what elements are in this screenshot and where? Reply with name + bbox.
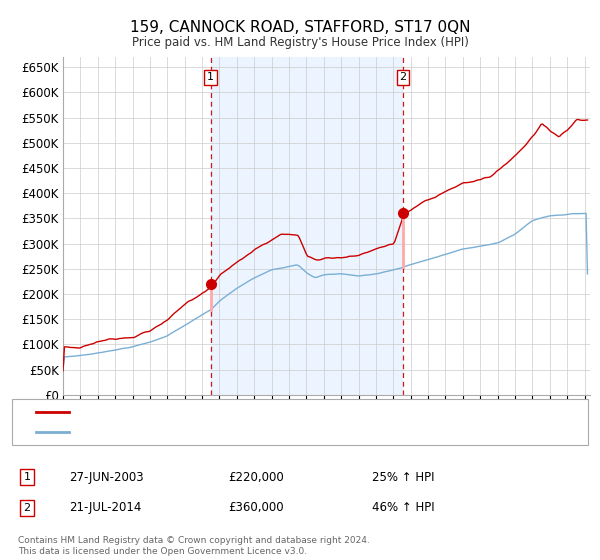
Text: 2: 2: [400, 72, 406, 82]
Text: £360,000: £360,000: [228, 501, 284, 515]
Text: 159, CANNOCK ROAD, STAFFORD, ST17 0QN: 159, CANNOCK ROAD, STAFFORD, ST17 0QN: [130, 20, 470, 35]
Text: Price paid vs. HM Land Registry's House Price Index (HPI): Price paid vs. HM Land Registry's House …: [131, 36, 469, 49]
Text: HPI: Average price, detached house, Stafford: HPI: Average price, detached house, Staf…: [75, 427, 326, 437]
Text: 2: 2: [23, 503, 31, 513]
Text: 25% ↑ HPI: 25% ↑ HPI: [372, 470, 434, 484]
Text: 27-JUN-2003: 27-JUN-2003: [69, 470, 143, 484]
Text: Contains HM Land Registry data © Crown copyright and database right 2024.
This d: Contains HM Land Registry data © Crown c…: [18, 536, 370, 556]
Text: 159, CANNOCK ROAD, STAFFORD, ST17 0QN (detached house): 159, CANNOCK ROAD, STAFFORD, ST17 0QN (d…: [75, 407, 425, 417]
Text: 1: 1: [207, 72, 214, 82]
Text: 46% ↑ HPI: 46% ↑ HPI: [372, 501, 434, 515]
Text: 1: 1: [23, 472, 31, 482]
Text: £220,000: £220,000: [228, 470, 284, 484]
Text: 21-JUL-2014: 21-JUL-2014: [69, 501, 142, 515]
